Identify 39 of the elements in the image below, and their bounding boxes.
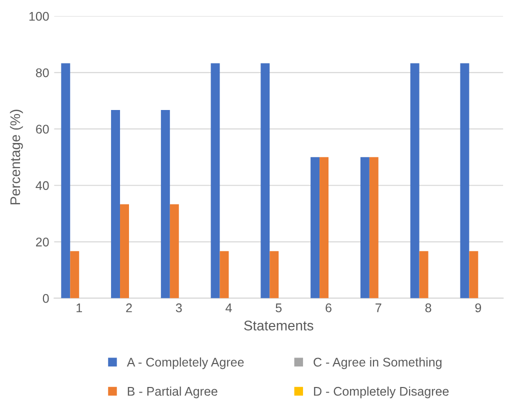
legend-label: B - Partial Agree bbox=[128, 386, 218, 398]
x-tick-label: 5 bbox=[276, 304, 282, 312]
bar bbox=[469, 251, 478, 298]
bar bbox=[360, 157, 370, 298]
x-tick-label: 2 bbox=[126, 303, 132, 312]
bar bbox=[120, 204, 129, 298]
x-tick-label: 4 bbox=[226, 304, 232, 312]
x-tick-label: 7 bbox=[376, 304, 382, 312]
y-tick-label: 20 bbox=[36, 238, 49, 246]
x-tick-label: 1 bbox=[76, 304, 82, 312]
bar bbox=[460, 63, 470, 298]
bar bbox=[111, 110, 120, 298]
bar bbox=[170, 204, 179, 298]
bar bbox=[310, 157, 320, 298]
bar bbox=[70, 251, 80, 298]
bar bbox=[160, 110, 170, 298]
y-tick-label: 60 bbox=[36, 124, 49, 134]
bar bbox=[419, 251, 428, 298]
legend-label: C - Agree in Something bbox=[314, 357, 442, 370]
bar bbox=[270, 251, 279, 298]
bar bbox=[61, 63, 70, 298]
y-tick-label: 40 bbox=[36, 181, 49, 190]
x-tick-label: 6 bbox=[326, 303, 332, 312]
bar bbox=[260, 63, 270, 298]
legend-label: D - Completely Disagree bbox=[314, 386, 449, 398]
legend-label: A - Completely Agree bbox=[126, 357, 244, 370]
x-tick-label: 8 bbox=[425, 303, 432, 312]
bar bbox=[320, 157, 329, 298]
y-tick-label: 80 bbox=[36, 68, 49, 78]
x-axis-title: Statements bbox=[244, 320, 314, 330]
bar bbox=[369, 157, 378, 298]
bar bbox=[210, 63, 220, 298]
y-axis-title: Percentage (%) bbox=[10, 110, 23, 204]
y-tick-label: 100 bbox=[29, 12, 49, 21]
x-tick-label: 3 bbox=[176, 303, 182, 312]
bar bbox=[220, 251, 229, 298]
x-tick-label: 9 bbox=[475, 303, 482, 312]
bar bbox=[410, 63, 420, 298]
y-tick-label: 0 bbox=[42, 294, 49, 303]
